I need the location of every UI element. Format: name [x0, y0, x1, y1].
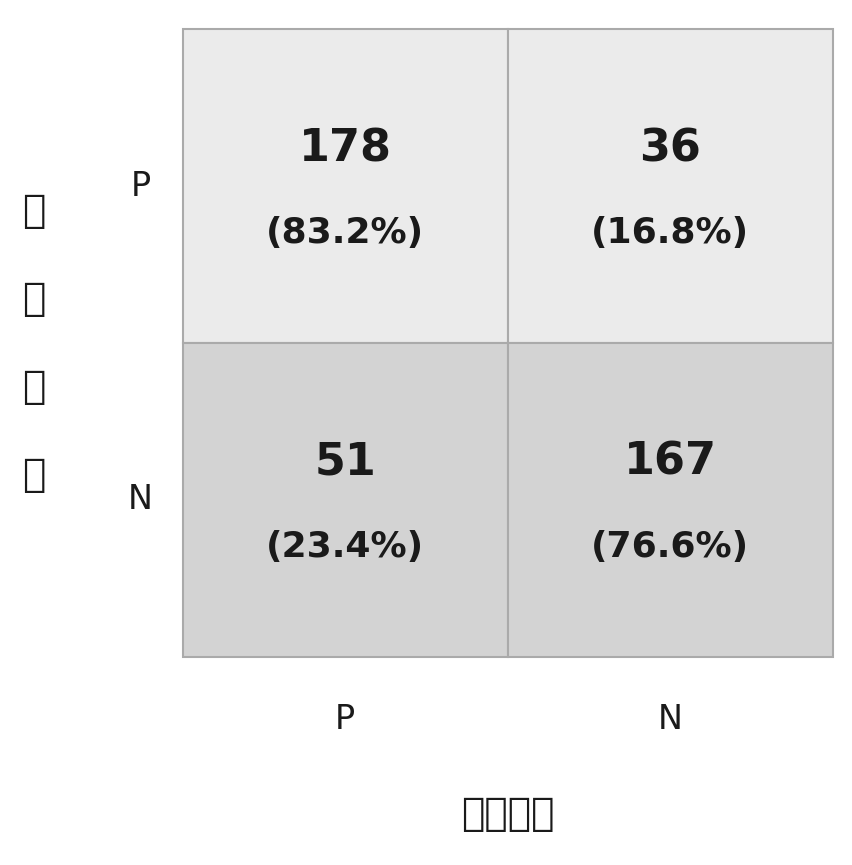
Text: 36: 36 — [638, 127, 700, 170]
Text: 真: 真 — [21, 192, 45, 230]
Text: (23.4%): (23.4%) — [266, 530, 423, 564]
Text: (83.2%): (83.2%) — [266, 216, 423, 250]
Text: 167: 167 — [623, 441, 716, 484]
Text: 51: 51 — [314, 441, 376, 484]
Text: 签: 签 — [21, 456, 45, 494]
Text: P: P — [130, 170, 151, 202]
Text: N: N — [657, 703, 682, 736]
Bar — [507, 29, 832, 343]
Bar — [507, 343, 832, 657]
Text: 标: 标 — [21, 368, 45, 406]
Text: N: N — [128, 484, 153, 516]
Text: (76.6%): (76.6%) — [590, 530, 748, 564]
Bar — [182, 343, 507, 657]
Text: P: P — [335, 703, 355, 736]
Text: 实: 实 — [21, 280, 45, 318]
Text: 178: 178 — [298, 127, 391, 170]
Text: 预测标签: 预测标签 — [460, 795, 554, 833]
Text: (16.8%): (16.8%) — [590, 216, 748, 250]
Bar — [182, 29, 507, 343]
